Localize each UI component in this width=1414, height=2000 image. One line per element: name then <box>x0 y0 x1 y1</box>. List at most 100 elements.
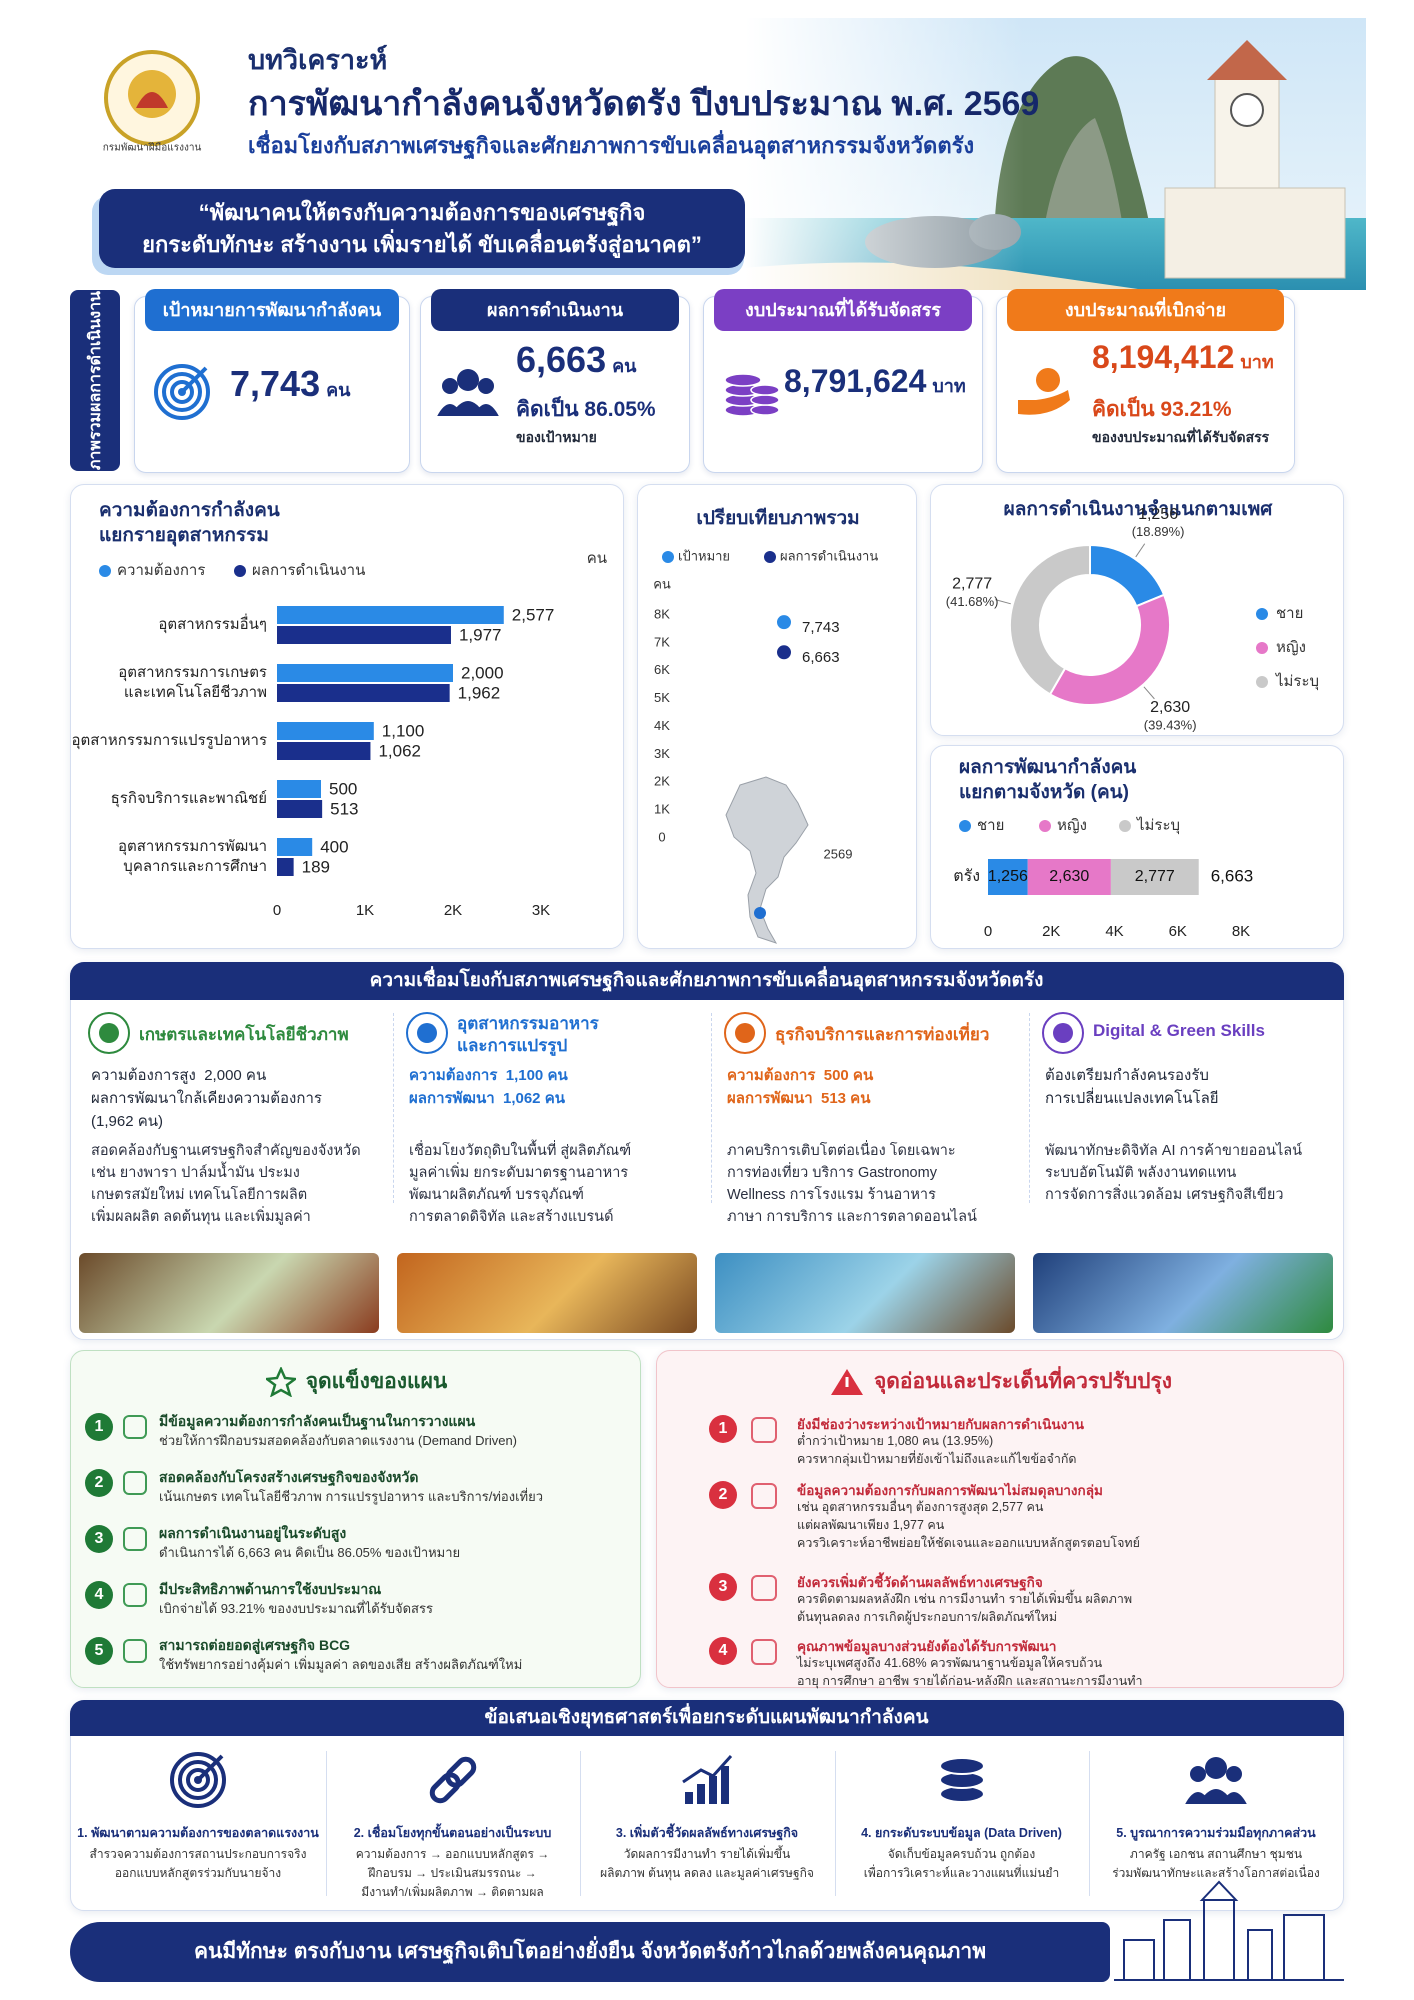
skyline-building <box>1123 1939 1155 1981</box>
chart-title: แยกตามจังหวัด (คน) <box>959 782 1129 803</box>
item-title: ข้อมูลความต้องการกับผลการพัฒนาไม่สมดุลบา… <box>797 1483 1103 1498</box>
column-description: เพิ่มผลผลิต ลดต้นทุน และเพิ่มมูลค่า <box>91 1209 311 1225</box>
legend-marker <box>662 551 674 563</box>
proposal-line: ฝึกอบรม → ประเมินสมรรถนะ → <box>368 1866 537 1880</box>
card-value-row: 8,791,624 บาท <box>784 363 966 400</box>
item-title: สอดคล้องกับโครงสร้างเศรษฐกิจของจังหวัด <box>159 1469 419 1485</box>
skyline <box>1114 1880 1344 1981</box>
bar <box>277 664 453 682</box>
icon-part <box>1190 1766 1206 1782</box>
proposal-title: 4. ยกระดับระบบข้อมูล (Data Driven) <box>861 1826 1062 1840</box>
item-title: ยังควรเพิ่มตัวชี้วัดด้านผลลัพธ์ทางเศรษฐก… <box>797 1575 1043 1590</box>
column-photo <box>79 1253 379 1333</box>
quote: “พัฒนาคนให้ตรงกับความต้องการของเศรษฐกิจ … <box>99 189 745 268</box>
section-title-row: จุดอ่อนและประเด็นที่ควรปรับปรุง <box>657 1365 1345 1398</box>
item-title: ผลการดำเนินงานอยู่ในระดับสูง <box>159 1525 347 1541</box>
legend-label: หญิง <box>1276 639 1306 656</box>
proposal-icon <box>170 1752 226 1808</box>
column-icon <box>1042 1012 1084 1054</box>
legend-marker <box>1039 820 1051 832</box>
value-label: 2,777 <box>1135 868 1175 885</box>
category-label: อุตสาหกรรมการเกษตร <box>118 664 267 682</box>
item-icon <box>751 1575 777 1601</box>
proposals-panel: ข้อเสนอเชิงยุทธศาสตร์เพื่อยกระดับแผนพัฒน… <box>69 1699 1344 1911</box>
legend-label: ชาย <box>1276 605 1303 622</box>
legend-marker <box>99 565 111 577</box>
chart-title: ผลการดำเนินงานจำแนกตามเพศ <box>1004 499 1274 520</box>
column-description: การจัดการสิ่งแวดล้อม เศรษฐกิจสีเขียว <box>1045 1187 1284 1203</box>
section-header: ความเชื่อมโยงกับสภาพเศรษฐกิจและศักยภาพกา… <box>69 961 1344 1000</box>
card-unit: คน <box>612 356 637 376</box>
category-label: อุตสาหกรรมอื่นๆ <box>158 613 267 634</box>
proposal-line: มีงานทำ/เพิ่มผลิตภาพ → ติดตามผล <box>361 1885 544 1899</box>
column-description: Wellness การโรงแรม ร้านอาหาร <box>727 1187 936 1203</box>
column-description: เกษตรสมัยใหม่ เทคโนโลยีการผลิต <box>91 1187 308 1203</box>
value-label: 2,577 <box>512 605 555 624</box>
icon-part <box>1226 1766 1242 1782</box>
column-highlight: ผลการพัฒนา 513 คน <box>727 1090 871 1107</box>
card-value: 7,743 <box>230 363 321 404</box>
section-title: จุดแข็งของแผน <box>305 1370 448 1393</box>
icon-part <box>750 404 780 416</box>
percent-label: (41.68%) <box>946 594 999 609</box>
column-title: อุตสาหกรรมอาหาร <box>457 1014 599 1033</box>
card-title: งบประมาณที่เบิกจ่าย <box>1007 289 1284 331</box>
skyline-roof <box>1199 1880 1239 1901</box>
card-note: คิดเป็น 86.05% <box>516 398 656 421</box>
legend-marker <box>1256 642 1268 654</box>
point <box>777 645 791 660</box>
icon-part <box>1205 1757 1227 1779</box>
item-title: มีประสิทธิภาพด้านการใช้งบประมาณ <box>159 1581 382 1597</box>
proposal-line: ภาครัฐ เอกชน สถานศึกษา ชุมชน <box>1129 1847 1303 1861</box>
legend-marker <box>959 820 971 832</box>
legend-label: หญิง <box>1057 817 1087 834</box>
percent-label: (18.89%) <box>1132 524 1185 539</box>
side-label: ภาพรวมผลการดำเนินงาน <box>86 290 104 471</box>
card-value-row: 7,743 คน <box>230 363 350 405</box>
y-tick-label: 1K <box>654 802 670 817</box>
card-value-row: 6,663 คน <box>516 339 636 381</box>
icon-part <box>180 366 208 394</box>
value-label: 2,777 <box>952 576 992 593</box>
item-number: 1 <box>709 1415 737 1443</box>
item-number: 1 <box>85 1413 113 1441</box>
skyline-building <box>1247 1929 1273 1981</box>
value-label: 1,977 <box>459 625 502 644</box>
card-icon <box>724 373 780 417</box>
bar-segment <box>1110 859 1199 895</box>
side-label-box: ภาพรวมผลการดำเนินงาน <box>70 290 120 471</box>
legend-marker <box>764 551 776 563</box>
column-divider <box>1089 1751 1090 1896</box>
proposal-line: ร่วมพัฒนาทักษะและสร้างโอกาสต่อเนื่อง <box>1112 1866 1320 1880</box>
icon-dot <box>99 1023 119 1043</box>
icon-part <box>1198 1789 1234 1804</box>
item-icon <box>751 1483 777 1509</box>
legend-label: ไม่ระบุ <box>1275 672 1319 691</box>
legend-marker <box>234 565 246 577</box>
value-label: 400 <box>320 837 348 856</box>
donut-slice <box>1048 593 1171 706</box>
item-text: เน้นเกษตร เทคโนโลยีชีวภาพ การแปรรูปอาหาร… <box>159 1489 544 1504</box>
item-number: 5 <box>85 1637 113 1665</box>
icon-part <box>457 369 479 391</box>
item-icon <box>123 1639 147 1663</box>
item-text: ดำเนินการได้ 6,663 คน คิดเป็น 86.05% ของ… <box>159 1545 461 1560</box>
y-tick-label: 5K <box>654 690 670 705</box>
category-label: ธุรกิจบริการและพาณิชย์ <box>111 790 267 808</box>
column-description: เช่น ยางพารา ปาล์มน้ำมัน ประมง <box>91 1165 300 1181</box>
bar <box>277 722 374 740</box>
item-number: 2 <box>709 1481 737 1509</box>
icon-part <box>938 1757 985 1775</box>
item-icon <box>123 1471 147 1495</box>
item-line: อายุ การศึกษา อาชีพ รายได้ก่อน-หลังฝึก แ… <box>797 1674 1143 1688</box>
column-description: การท่องเที่ยว บริการ Gastronomy <box>727 1165 937 1181</box>
proposal-title: 5. บูรณาการความร่วมมือทุกภาคส่วน <box>1116 1826 1316 1840</box>
skyline-building <box>1163 1919 1191 1981</box>
item-line: ควรวิเคราะห์อาชีพย่อยให้ชัดเจนและออกแบบห… <box>797 1536 1140 1550</box>
value-label: 189 <box>302 857 330 876</box>
item-number: 2 <box>85 1469 113 1497</box>
icon-part <box>178 1760 218 1800</box>
card-value-row: 8,194,412 บาท <box>1092 339 1274 376</box>
icon-part <box>450 401 486 416</box>
chart-title: ผลการพัฒนากำลังคน <box>959 757 1136 778</box>
